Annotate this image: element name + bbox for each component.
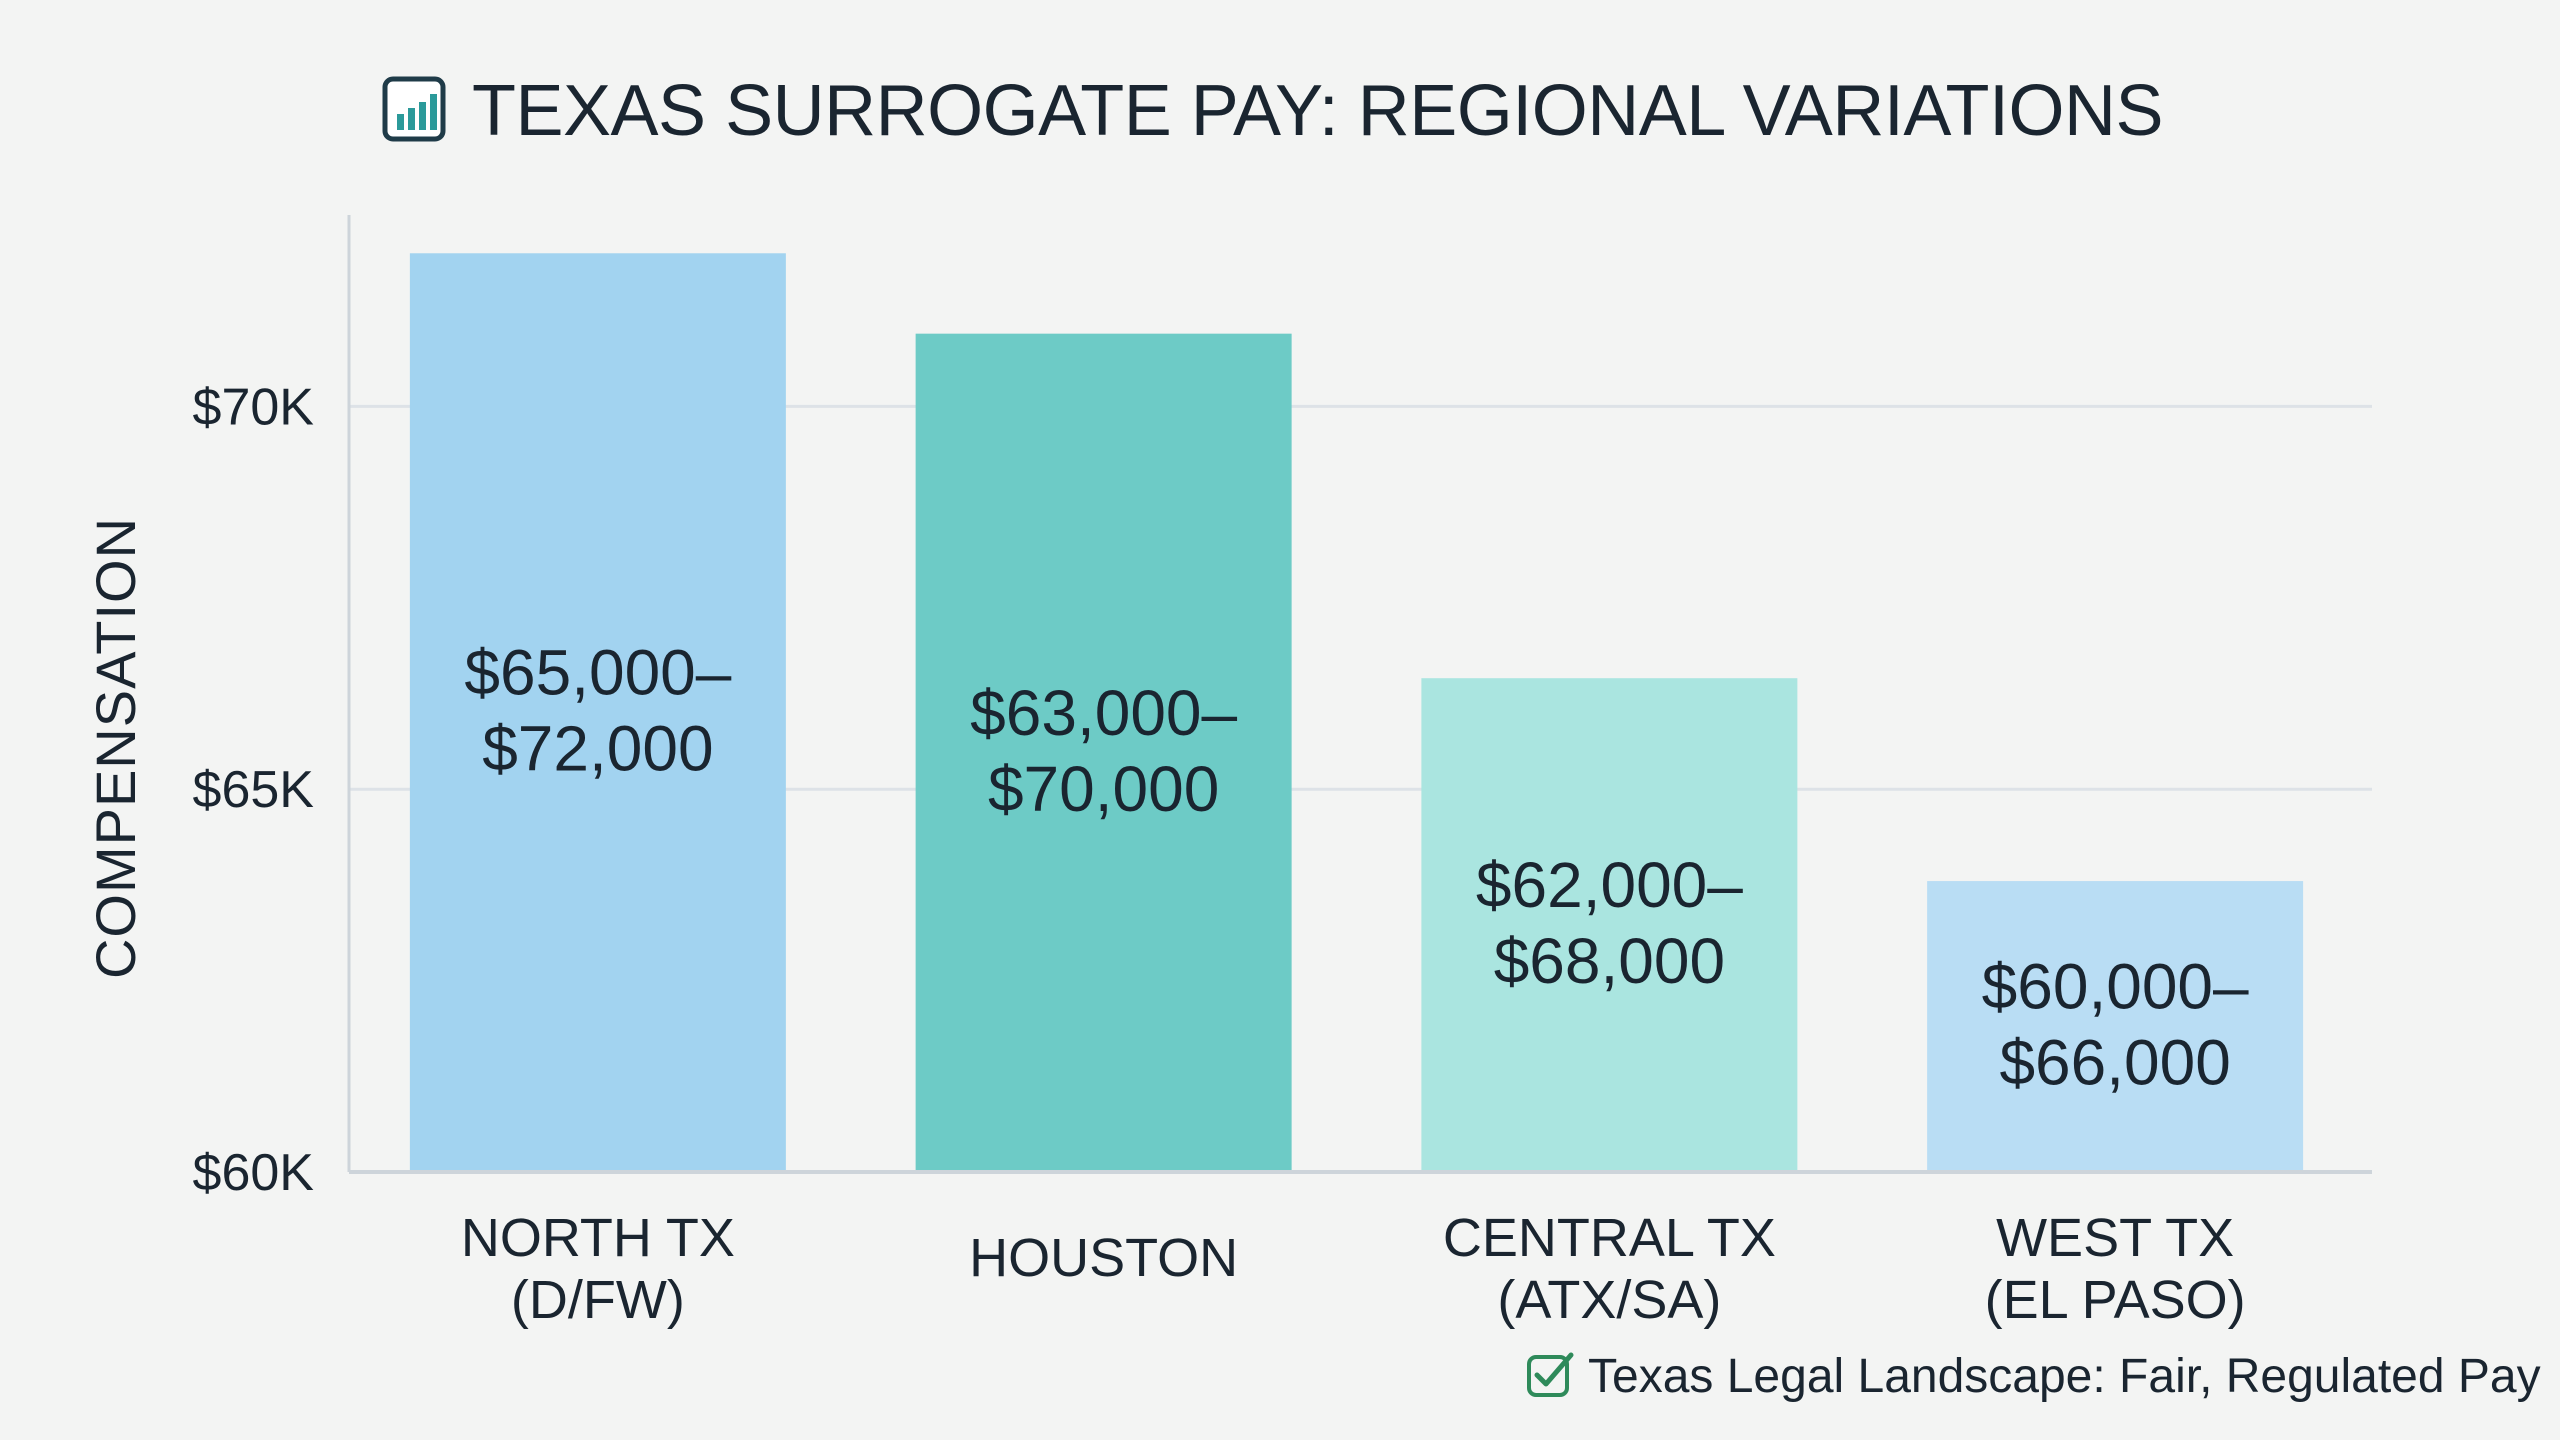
data-label-2: $63,000– $70,000: [970, 677, 1237, 825]
data-label-line: $70,000: [988, 753, 1219, 825]
y-tick-label: $60K: [193, 1144, 315, 1202]
y-axis-title: COMPENSATION: [84, 517, 147, 979]
x-tick-label-line: CENTRAL TX: [1443, 1208, 1776, 1268]
x-tick-label-2: HOUSTON: [969, 1228, 1238, 1288]
chart-title: TEXAS SURROGATE PAY: REGIONAL VARIATIONS: [472, 71, 2163, 151]
check-square-icon: [1527, 1352, 1574, 1397]
bar-4: [1927, 881, 2304, 1172]
x-tick-label-line: (ATX/SA): [1497, 1270, 1721, 1330]
y-tick-label: $70K: [193, 378, 315, 436]
x-tick-label-line: NORTH TX: [461, 1208, 735, 1268]
bar-1: [409, 253, 786, 1172]
data-label-line: $62,000–: [1476, 849, 1743, 921]
bar-3: [1421, 678, 1798, 1172]
x-tick-label-line: (D/FW): [511, 1270, 685, 1330]
y-tick-label: $65K: [193, 761, 315, 819]
x-tick-label-3: CENTRAL TX (ATX/SA): [1443, 1208, 1776, 1330]
footnote-text: Texas Legal Landscape: Fair, Regulated P…: [1588, 1350, 2541, 1403]
y-tick-labels: $60K $65K $70K: [193, 378, 315, 1202]
data-label-line: $68,000: [1494, 925, 1725, 997]
x-tick-label-4: WEST TX (EL PASO): [1985, 1208, 2246, 1330]
bar-2: [915, 333, 1292, 1173]
data-label-line: $66,000: [1999, 1027, 2230, 1099]
x-tick-label-line: WEST TX: [1996, 1208, 2234, 1268]
x-tick-label-line: (EL PASO): [1985, 1270, 2246, 1330]
data-labels: $65,000– $72,000 $63,000– $70,000$62,000– $6…: [464, 637, 2249, 1099]
chart-title-group: TEXAS SURROGATE PAY: REGIONAL VARIATIONS: [382, 71, 2164, 151]
footnote: Texas Legal Landscape: Fair, Regulated P…: [1527, 1350, 2541, 1403]
data-label-line: $60,000–: [1982, 951, 2249, 1023]
data-label-line: $72,000: [482, 713, 713, 785]
x-tick-label-line: HOUSTON: [969, 1228, 1238, 1288]
data-label-line: $65,000–: [464, 637, 731, 709]
data-label-line: $63,000–: [970, 677, 1237, 749]
bar-chart-icon: [382, 76, 446, 142]
data-label-4: $60,000– $66,000: [1982, 951, 2249, 1099]
data-label-1: $65,000– $72,000: [464, 637, 731, 785]
x-tick-labels: NORTH TX (D/FW) HOUSTON CENTRAL TX (ATX/SA) W…: [461, 1208, 2246, 1330]
x-tick-label-1: NORTH TX (D/FW): [461, 1208, 735, 1330]
data-label-3: $62,000– $68,000: [1476, 849, 1743, 997]
bars: [409, 253, 2304, 1173]
